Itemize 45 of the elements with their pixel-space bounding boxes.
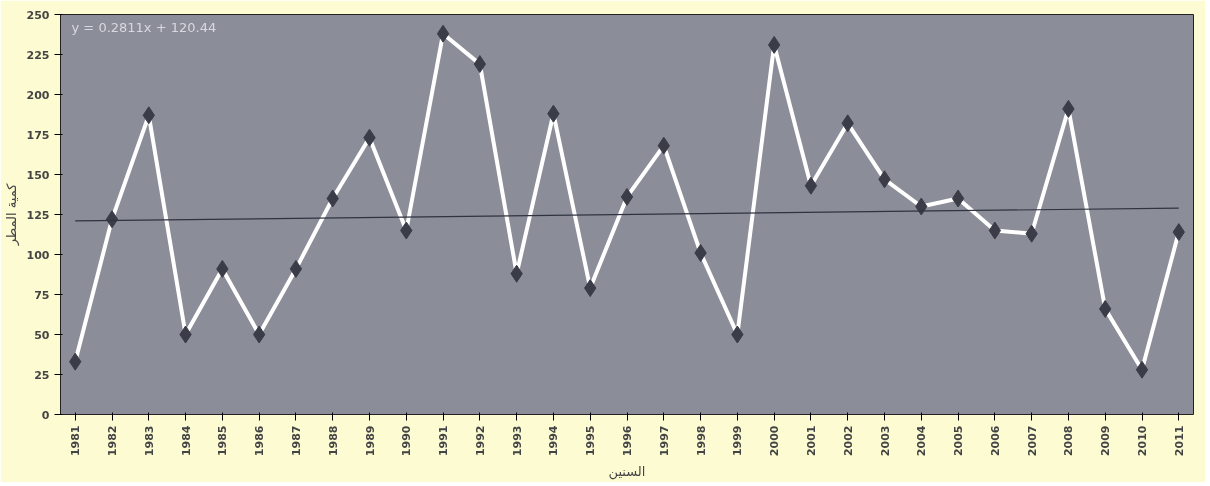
x-tick-label: 2009 xyxy=(1099,425,1113,457)
y-tick-label: 100 xyxy=(26,248,50,262)
x-tick-label: 1984 xyxy=(179,425,193,457)
y-tick-label: 125 xyxy=(26,208,50,222)
x-tick-label: 1999 xyxy=(731,425,745,457)
x-tick-label: 2008 xyxy=(1062,425,1076,457)
x-tick-label: 1985 xyxy=(216,425,230,457)
x-tick-label: 2011 xyxy=(1172,425,1186,457)
x-tick-label: 1981 xyxy=(69,425,83,457)
x-tick-label: 1982 xyxy=(106,425,119,457)
y-tick-label: 225 xyxy=(26,48,50,62)
y-tick-label: 25 xyxy=(34,368,50,382)
x-tick-label: 1987 xyxy=(289,425,303,457)
y-axis-title: كمية المطر xyxy=(3,182,20,247)
x-tick-label: 2003 xyxy=(878,425,892,457)
x-tick-label: 1983 xyxy=(142,425,156,457)
y-tick-label: 250 xyxy=(26,8,50,22)
x-tick-label: 1998 xyxy=(694,425,708,457)
x-tick-label: 1989 xyxy=(363,425,377,457)
x-tick-label: 1994 xyxy=(547,425,561,457)
x-tick-label: 2010 xyxy=(1136,425,1149,457)
annotation: y = 0.2811x + 120.44 xyxy=(71,19,217,35)
x-tick-label: 1990 xyxy=(400,425,414,457)
y-tick-label: 175 xyxy=(26,128,50,142)
x-tick-label: 1993 xyxy=(510,425,524,457)
x-tick-label: 1996 xyxy=(621,425,634,457)
x-tick-label: 2002 xyxy=(841,425,855,457)
y-tick-label: 75 xyxy=(34,288,50,302)
x-tick-label: 1992 xyxy=(473,425,487,457)
y-tick-label: 200 xyxy=(26,88,50,102)
y-tick-label: 150 xyxy=(26,168,50,182)
x-tick-label: 2004 xyxy=(915,425,929,457)
x-tick-label: 1991 xyxy=(437,425,451,457)
x-tick-label: 2005 xyxy=(952,425,966,457)
x-axis-title: السنين xyxy=(608,464,646,481)
x-tick-label: 1988 xyxy=(326,425,340,457)
x-tick-label: 1986 xyxy=(253,425,267,457)
y-tick-label: 50 xyxy=(34,328,50,342)
x-tick-label: 2006 xyxy=(988,425,1002,457)
x-tick-label: 2007 xyxy=(1025,425,1039,457)
x-tick-label: 2001 xyxy=(804,425,818,457)
x-tick-label: 1995 xyxy=(584,425,598,457)
x-tick-label: 2000 xyxy=(768,425,782,457)
x-tick-label: 1997 xyxy=(657,425,671,457)
y-tick-label: 0 xyxy=(41,408,50,422)
